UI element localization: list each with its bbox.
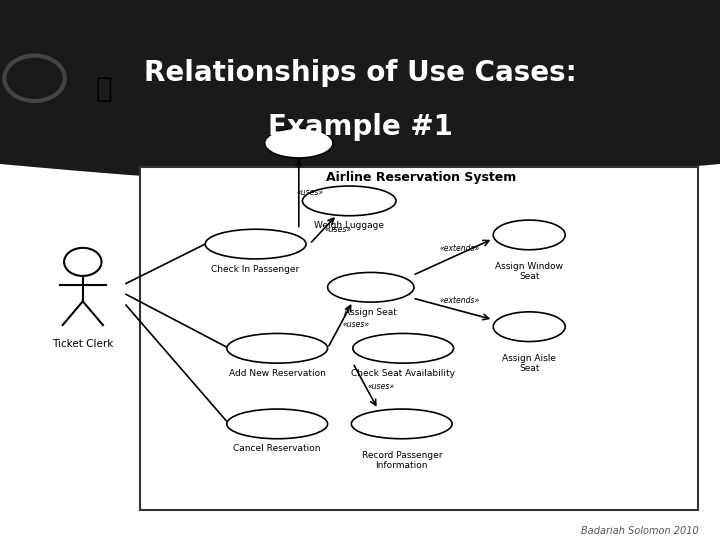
Text: Assign Seat: Assign Seat [344,308,397,317]
Text: Assign Window
Seat: Assign Window Seat [495,262,563,281]
Text: Airline Reservation System: Airline Reservation System [326,171,516,184]
Text: 🦋: 🦋 [96,75,113,103]
Ellipse shape [328,272,414,302]
Ellipse shape [302,186,396,215]
Ellipse shape [353,333,454,363]
Text: «uses»: «uses» [368,382,395,390]
Text: Badariah Solomon 2010: Badariah Solomon 2010 [580,525,698,536]
Text: Check In Passenger: Check In Passenger [212,265,300,274]
Text: Weigh Luggage: Weigh Luggage [314,221,384,231]
Text: Example #1: Example #1 [268,113,452,141]
Ellipse shape [493,312,565,341]
Text: Cancel Reservation: Cancel Reservation [233,444,321,454]
Ellipse shape [351,409,452,438]
FancyBboxPatch shape [0,0,720,162]
Text: «extends»: «extends» [440,245,480,253]
Text: Record Passenger
Information: Record Passenger Information [361,451,442,470]
Text: Add New Reservation: Add New Reservation [229,369,325,378]
Text: «uses»: «uses» [343,320,369,329]
Ellipse shape [493,220,565,250]
Text: «extends»: «extends» [440,296,480,305]
Ellipse shape [265,128,333,158]
Text: Ticket Clerk: Ticket Clerk [52,339,114,349]
Text: Assign Aisle
Seat: Assign Aisle Seat [503,354,557,373]
Ellipse shape [227,409,328,438]
FancyBboxPatch shape [140,167,698,510]
Ellipse shape [227,333,328,363]
Text: Relationships of Use Cases:: Relationships of Use Cases: [143,59,577,87]
Text: Check Seat Availability: Check Seat Availability [351,369,455,378]
Ellipse shape [205,229,306,259]
Text: «uses»: «uses» [296,188,323,197]
Text: «uses»: «uses» [324,225,351,234]
